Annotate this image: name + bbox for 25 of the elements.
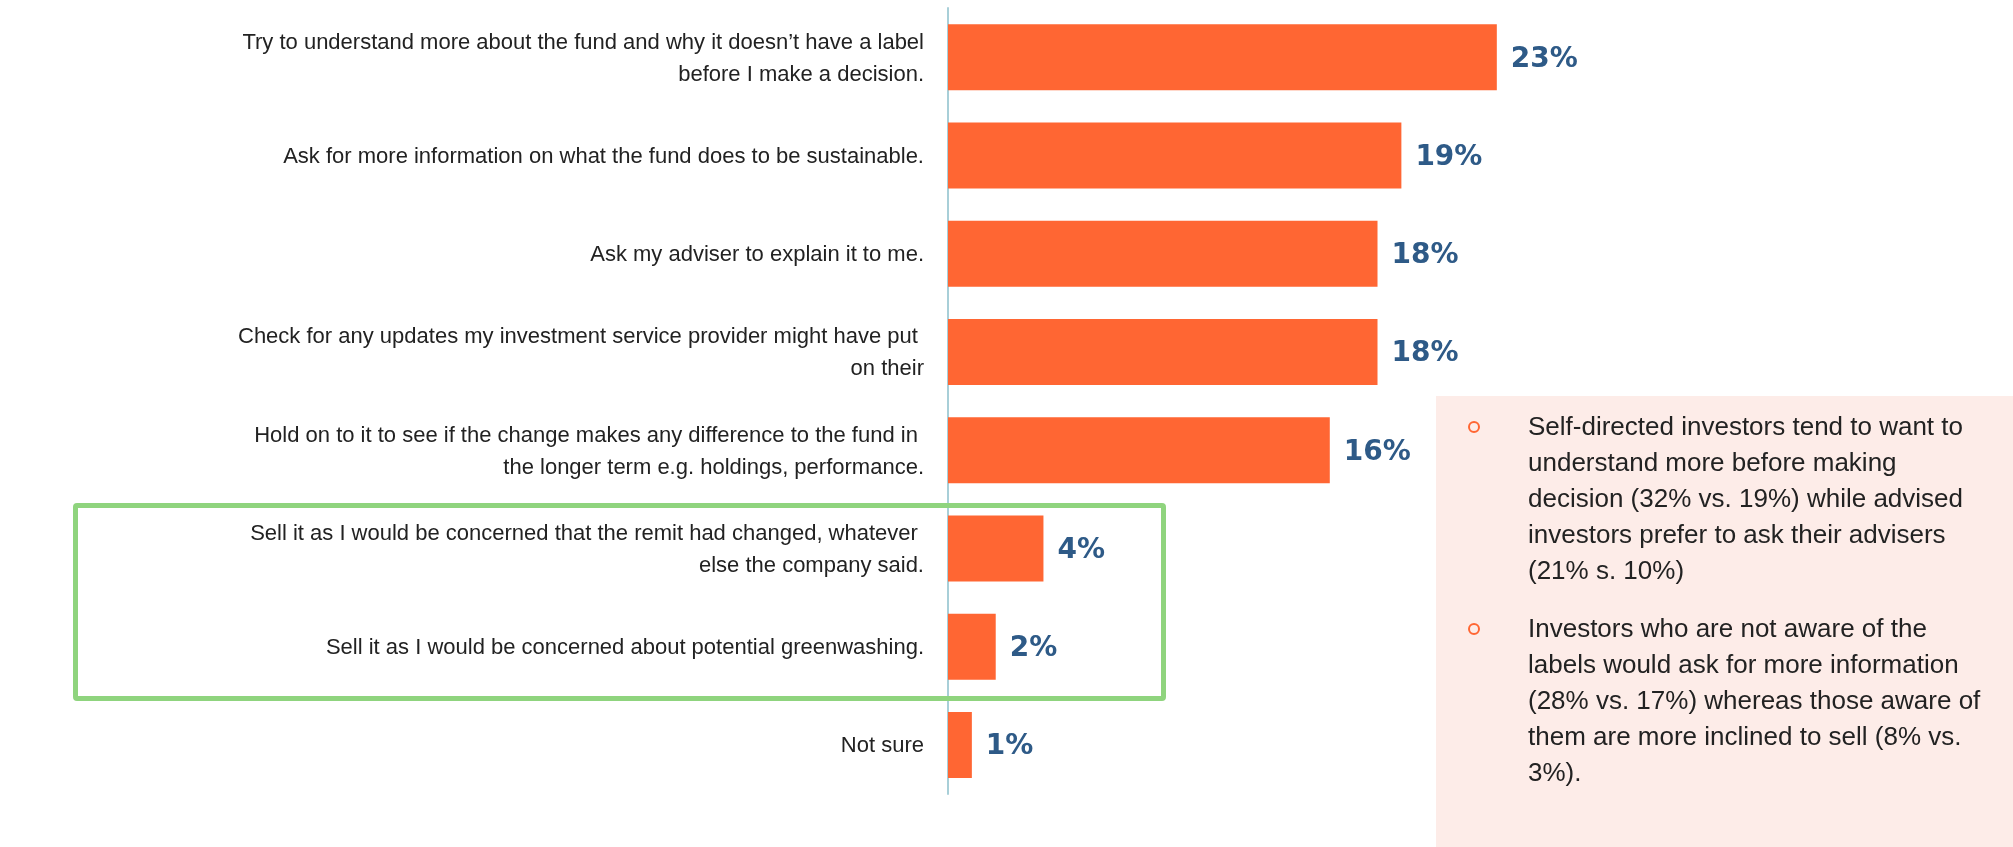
y-tick-label: Sell it as I would be concerned that the remit had changed, whatever else the company said. (250, 519, 924, 577)
bar (948, 515, 1044, 582)
y-tick-label: Hold on to it to see if the change makes any difference to the fund in the longer term e.g. holdings, performance. (254, 421, 924, 479)
y-tick-label: Check for any updates my investment service provider might have put on their (238, 323, 924, 381)
data-label: 4% (1057, 531, 1105, 565)
y-tick-label: Try to understand more about the fund and why it doesn’t have a label before I make a decision. (242, 28, 924, 86)
data-label: 2% (1009, 630, 1058, 664)
bar (948, 711, 972, 778)
data-label: 18% (1391, 335, 1459, 369)
y-tick-label: Sell it as I would be concerned about potential greenwashing. (325, 634, 924, 660)
bar (948, 318, 1378, 385)
y-tick-label: Not sure (840, 732, 924, 758)
bar (948, 24, 1497, 91)
data-label: 16% (1343, 433, 1411, 467)
bar (948, 220, 1378, 287)
bar (948, 417, 1330, 484)
y-tick-label: Ask my adviser to explain it to me. (590, 241, 924, 267)
bar (948, 613, 996, 680)
y-tick-label: Ask for more information on what the fund does to be sustainable. (283, 142, 924, 168)
data-label: 23% (1510, 40, 1578, 74)
data-label: 19% (1415, 138, 1483, 172)
data-label: 18% (1391, 237, 1459, 271)
bar (948, 122, 1402, 189)
note-card: Self-directed investors tend to want to understand more before making decision (32% vs. 19%) while advised investors prefer to ask their advisers (21% s. 10%) Investors who are not aware of the labels would ask for more information (28% vs. 17%) whereas those aware of them are more inclined to sell (8% vs. 3%). (1436, 396, 2013, 847)
data-label: 1% (985, 728, 1034, 762)
